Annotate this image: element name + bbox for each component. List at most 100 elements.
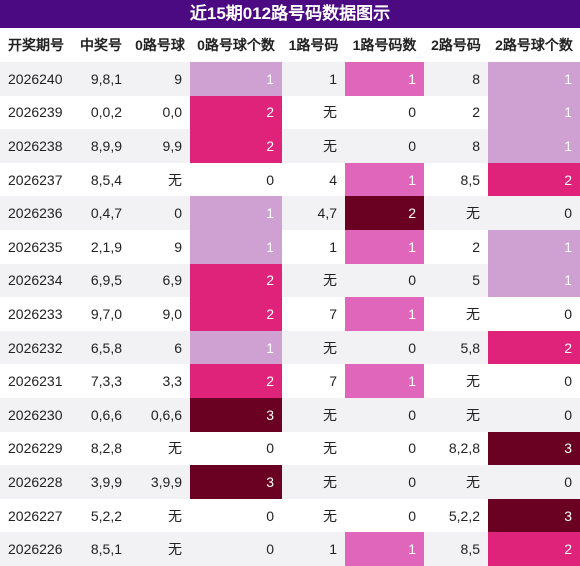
table-cell: 2 bbox=[190, 263, 282, 298]
table-cell: 5,8 bbox=[424, 330, 488, 365]
table-cell: 无 bbox=[130, 532, 190, 566]
table-cell: 1 bbox=[190, 62, 282, 96]
table-cell: 5,2,2 bbox=[424, 498, 488, 533]
table-cell: 8,5,1 bbox=[72, 532, 130, 566]
table-cell: 9,9 bbox=[130, 129, 190, 163]
table-cell: 2 bbox=[345, 196, 424, 230]
table-cell: 9,7,0 bbox=[72, 297, 130, 331]
table-cell: 无 bbox=[282, 498, 345, 533]
table-cell: 0,0,2 bbox=[72, 95, 130, 130]
table-cell: 2026237 bbox=[0, 162, 72, 197]
table-cell: 无 bbox=[424, 297, 488, 331]
table-row: 2026234 6,9,5 6,9 2 无 0 5 1 bbox=[0, 263, 580, 298]
table-row: 2026238 8,9,9 9,9 2 无 0 8 1 bbox=[0, 129, 580, 163]
table-cell: 5 bbox=[424, 263, 488, 298]
table-row: 2026230 0,6,6 0,6,6 3 无 0 无 0 bbox=[0, 397, 580, 432]
table-row: 2026240 9,8,1 9 1 1 1 8 1 bbox=[0, 62, 580, 96]
table-cell: 无 bbox=[282, 129, 345, 163]
table-cell: 2026235 bbox=[0, 229, 72, 264]
table-cell: 3,9,9 bbox=[72, 465, 130, 499]
table-cell: 0 bbox=[345, 498, 424, 533]
table-cell: 8,5,4 bbox=[72, 162, 130, 197]
table-cell: 2 bbox=[190, 297, 282, 331]
table-cell: 7 bbox=[282, 364, 345, 398]
table-cell: 0 bbox=[190, 162, 282, 197]
title: 近15期012路号码数据图示 bbox=[0, 0, 580, 28]
table-cell: 8,2,8 bbox=[424, 431, 488, 466]
table-cell: 0 bbox=[345, 431, 424, 466]
table-cell: 2 bbox=[424, 229, 488, 264]
header-cell: 0路号球 bbox=[135, 37, 185, 53]
table-cell: 7 bbox=[282, 297, 345, 331]
table-row: 2026237 8,5,4 无 0 4 1 8,5 2 bbox=[0, 162, 580, 197]
table-cell: 5,2,2 bbox=[72, 498, 130, 533]
table-cell: 6,5,8 bbox=[72, 330, 130, 365]
table-cell: 0 bbox=[130, 196, 190, 230]
table-cell: 0 bbox=[488, 397, 580, 432]
table-cell: 2026239 bbox=[0, 95, 72, 130]
table-cell: 2 bbox=[488, 532, 580, 566]
table-row: 2026226 8,5,1 无 0 1 1 8,5 2 bbox=[0, 532, 580, 566]
table-cell: 1 bbox=[282, 532, 345, 566]
table-cell: 0,0 bbox=[130, 95, 190, 130]
table-cell: 0 bbox=[345, 465, 424, 499]
table-cell: 无 bbox=[130, 431, 190, 466]
table-cell: 1 bbox=[345, 364, 424, 398]
table-cell: 无 bbox=[282, 397, 345, 432]
table-cell: 无 bbox=[282, 95, 345, 130]
table-cell: 2026232 bbox=[0, 330, 72, 365]
header-cell: 1路号码 bbox=[288, 37, 339, 53]
table-cell: 2026240 bbox=[0, 62, 72, 96]
table-cell: 2 bbox=[190, 95, 282, 130]
table-row: 2026239 0,0,2 0,0 2 无 0 2 1 bbox=[0, 95, 580, 130]
table-row: 2026232 6,5,8 6 1 无 0 5,8 2 bbox=[0, 330, 580, 365]
table-cell: 1 bbox=[190, 330, 282, 365]
table-cell: 0 bbox=[190, 431, 282, 466]
table-cell: 2,1,9 bbox=[72, 229, 130, 264]
table-cell: 9,8,1 bbox=[72, 62, 130, 96]
table-cell: 1 bbox=[345, 297, 424, 331]
table-cell: 无 bbox=[130, 162, 190, 197]
table-cell: 1 bbox=[488, 129, 580, 163]
table-cell: 3 bbox=[488, 498, 580, 533]
table-cell: 0 bbox=[345, 330, 424, 365]
table-cell: 3,9,9 bbox=[130, 465, 190, 499]
table-cell: 8 bbox=[424, 129, 488, 163]
table-cell: 6 bbox=[130, 330, 190, 365]
table-row: 2026229 8,2,8 无 0 无 0 8,2,8 3 bbox=[0, 431, 580, 466]
table-cell: 无 bbox=[282, 263, 345, 298]
table-cell: 0 bbox=[345, 263, 424, 298]
table-cell: 无 bbox=[424, 397, 488, 432]
table-body: 2026240 9,8,1 9 1 1 1 8 1 2026239 0,0,2 0,0 2 无 0 2 1 20… bbox=[0, 62, 580, 566]
table-cell: 2026238 bbox=[0, 129, 72, 163]
table-cell: 1 bbox=[488, 263, 580, 298]
table-cell: 无 bbox=[424, 465, 488, 499]
table-cell: 2026226 bbox=[0, 532, 72, 566]
table-cell: 8 bbox=[424, 62, 488, 96]
table-cell: 无 bbox=[282, 465, 345, 499]
table-cell: 1 bbox=[488, 62, 580, 96]
table-cell: 无 bbox=[424, 364, 488, 398]
header-cell: 中奖号 bbox=[80, 37, 122, 53]
table-row: 2026233 9,7,0 9,0 2 7 1 无 0 bbox=[0, 297, 580, 331]
table-cell: 2026228 bbox=[0, 465, 72, 499]
table-cell: 9 bbox=[130, 62, 190, 96]
table-cell: 8,9,9 bbox=[72, 129, 130, 163]
table-cell: 2 bbox=[488, 330, 580, 365]
table-cell: 0 bbox=[488, 364, 580, 398]
table-cell: 无 bbox=[424, 196, 488, 230]
table-cell: 2026236 bbox=[0, 196, 72, 230]
table-cell: 2026230 bbox=[0, 397, 72, 432]
table-cell: 0 bbox=[488, 196, 580, 230]
table-row: 2026235 2,1,9 9 1 1 1 2 1 bbox=[0, 229, 580, 264]
table-cell: 0,6,6 bbox=[130, 397, 190, 432]
table-cell: 4,7 bbox=[282, 196, 345, 230]
table-cell: 4 bbox=[282, 162, 345, 197]
table-cell: 2 bbox=[424, 95, 488, 130]
table-cell: 6,9,5 bbox=[72, 263, 130, 298]
table-cell: 0,4,7 bbox=[72, 196, 130, 230]
table-cell: 1 bbox=[345, 532, 424, 566]
table-cell: 2026234 bbox=[0, 263, 72, 298]
table-cell: 1 bbox=[190, 196, 282, 230]
